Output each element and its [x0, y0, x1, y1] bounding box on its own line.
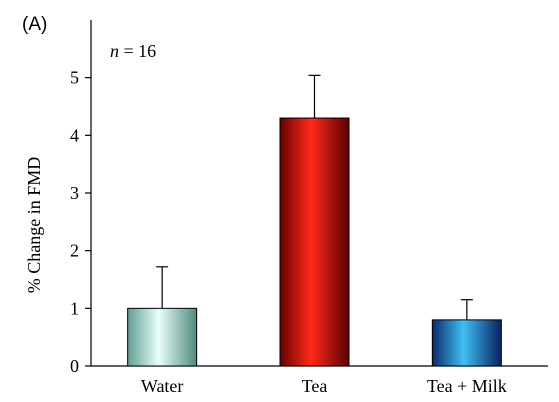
y-axis-label: % Change in FMD	[24, 157, 44, 294]
panel-label: (A)	[22, 14, 47, 35]
y-tick-label-5: 5	[70, 68, 79, 88]
x-tick-label-2: Tea + Milk	[427, 376, 507, 396]
bar-tea-milk	[431, 319, 502, 367]
sample-size-value: = 16	[119, 41, 156, 61]
y-tick-label-1: 1	[70, 298, 79, 318]
y-tick-label-0: 0	[70, 356, 79, 376]
x-tick-label-0: Water	[141, 376, 184, 396]
plot-area: 0 1 2 3 4 5 Water Tea Tea + Milk	[70, 20, 548, 396]
y-tick-label-2: 2	[70, 241, 79, 261]
bar-water	[127, 307, 198, 367]
y-tick-label-4: 4	[70, 125, 79, 145]
sample-size-annotation: n = 16	[110, 41, 156, 61]
bar-tea	[279, 117, 350, 367]
x-tick-label-1: Tea	[302, 376, 328, 396]
sample-size-italic: n	[110, 41, 119, 61]
y-tick-label-3: 3	[70, 183, 79, 203]
